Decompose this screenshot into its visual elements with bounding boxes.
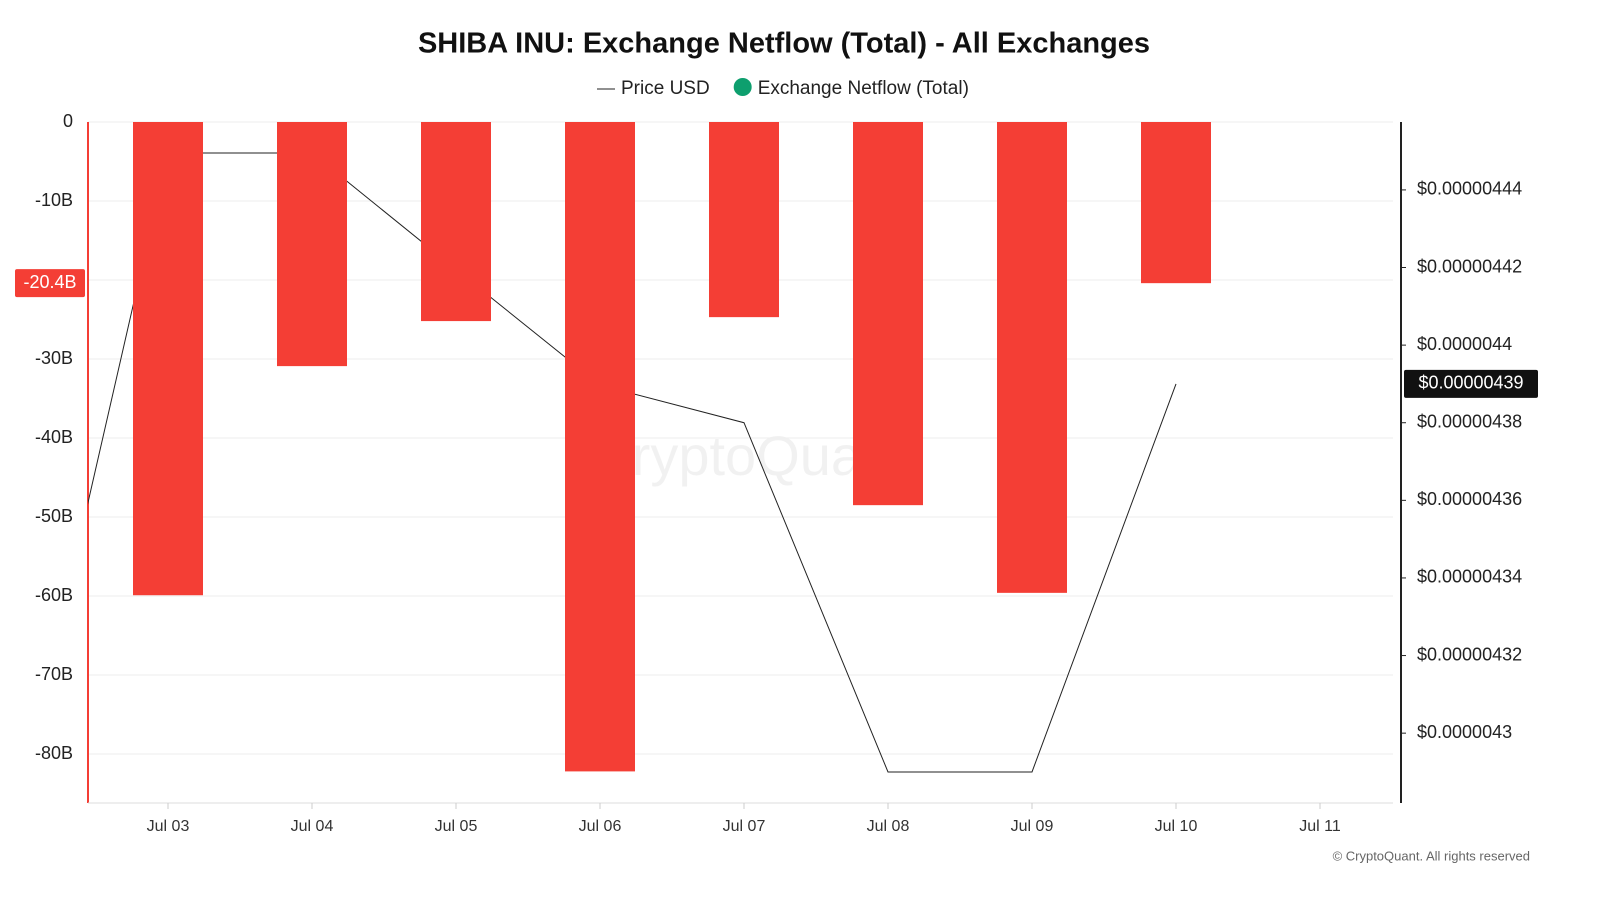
y-tick-label: -30B [35, 348, 73, 368]
x-tick-label: Jul 09 [1011, 818, 1054, 835]
bar [853, 122, 923, 506]
y2-marker-bg [1404, 369, 1538, 398]
y-tick-label: -50B [35, 506, 73, 526]
x-tick-label: Jul 04 [291, 818, 334, 835]
bar [997, 122, 1067, 593]
y-tick-label: -10B [35, 190, 73, 210]
y2-marker-label: $0.00000439 [1418, 373, 1523, 393]
y2-tick-label: $0.00000438 [1417, 411, 1522, 431]
x-tick-label: Jul 08 [867, 818, 910, 835]
x-tick-label: Jul 05 [435, 818, 478, 835]
bar [1141, 122, 1211, 284]
x-tick-label: Jul 03 [147, 818, 190, 835]
y2-tick-label: $0.0000043 [1417, 722, 1512, 742]
y-tick-label: 0 [63, 111, 73, 131]
bar [133, 122, 203, 596]
y2-tick-label: $0.0000044 [1417, 334, 1512, 354]
bar [565, 122, 635, 772]
legend-swatch [733, 78, 752, 96]
y-tick-label: -80B [35, 743, 73, 763]
legend-label: Exchange Netflow (Total) [758, 78, 969, 99]
y2-tick-label: $0.00000444 [1417, 179, 1522, 199]
y-tick-label: -70B [35, 664, 73, 684]
value-label: -20.4B [23, 272, 76, 292]
bar [709, 122, 779, 318]
chart-title: SHIBA INU: Exchange Netflow (Total) - Al… [418, 28, 1150, 60]
x-tick-label: Jul 11 [1299, 818, 1341, 835]
legend-label: Price USD [621, 78, 710, 99]
y2-tick-label: $0.00000442 [1417, 256, 1522, 276]
y-tick-label: -60B [35, 585, 73, 605]
x-tick-label: Jul 07 [723, 818, 766, 835]
value-label-bg [15, 269, 85, 298]
y2-tick-label: $0.00000436 [1417, 489, 1522, 509]
x-tick-label: Jul 06 [579, 818, 622, 835]
x-tick-label: Jul 10 [1155, 818, 1198, 835]
bar [277, 122, 347, 367]
y2-tick-label: $0.00000434 [1417, 567, 1522, 587]
y-tick-label: -40B [35, 427, 73, 447]
y2-tick-label: $0.00000432 [1417, 644, 1522, 664]
footer: © CryptoQuant. All rights reserved [1333, 848, 1530, 863]
bar [421, 122, 491, 322]
